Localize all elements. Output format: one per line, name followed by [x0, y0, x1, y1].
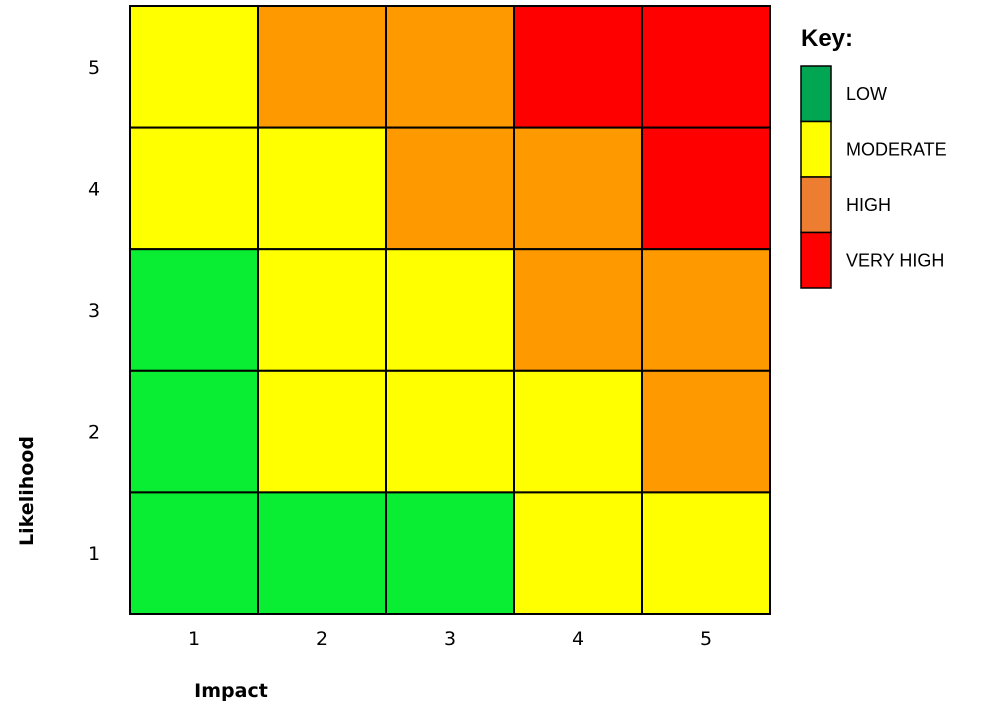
heatmap-cell-l2-i4 [513, 369, 643, 494]
legend-swatch [800, 65, 832, 123]
heatmap-cell-l4-i4 [513, 126, 643, 251]
legend: Key: LOW MODERATE HIGH VERY HIGH [800, 25, 947, 289]
legend-label: HIGH [846, 195, 891, 215]
x-axis-ticks: 1 2 3 4 5 [188, 628, 712, 650]
heatmap-cell-l3-i2 [257, 248, 387, 372]
heatmap-cell-l2-i3 [385, 369, 515, 494]
heatmap-cell-l1-i5 [641, 491, 771, 615]
heatmap-cell-l4-i3 [385, 126, 515, 251]
x-tick-label: 5 [700, 628, 712, 650]
y-tick-label: 4 [88, 178, 100, 200]
heatmap-cell-l3-i3 [385, 248, 515, 372]
heatmap-cell-l5-i1 [129, 5, 259, 129]
heatmap-cell-l3-i5 [641, 248, 771, 372]
heatmap-cell-l1-i4 [513, 491, 643, 615]
x-axis-title: Impact [194, 680, 268, 702]
legend-swatch [800, 120, 832, 178]
heatmap-cell-l5-i3 [385, 5, 515, 129]
x-tick-label: 2 [316, 628, 328, 650]
y-axis-ticks: 5 4 3 2 1 [88, 57, 100, 565]
legend-label: LOW [846, 84, 887, 104]
heatmap-cell-l4-i1 [129, 126, 259, 251]
legend-title: Key: [801, 25, 853, 52]
heatmap-cell-l5-i5 [641, 5, 771, 129]
legend-swatch [800, 176, 832, 234]
x-tick-label: 1 [188, 628, 200, 650]
y-tick-label: 1 [88, 543, 100, 565]
y-tick-label: 3 [88, 300, 100, 322]
heatmap-cell-l4-i5 [641, 126, 771, 251]
legend-items: LOW MODERATE HIGH VERY HIGH [800, 65, 947, 289]
y-axis-title: Likelihood [16, 436, 38, 546]
legend-swatch [800, 231, 832, 289]
heatmap-cell-l1-i1 [129, 491, 259, 615]
heatmap-cell-l1-i3 [385, 491, 515, 615]
heatmap-cell-l3-i1 [129, 248, 259, 372]
y-tick-label: 5 [88, 57, 100, 79]
heatmap-cell-l5-i2 [257, 5, 387, 129]
legend-label: MODERATE [846, 139, 947, 159]
heatmap-cell-l2-i2 [257, 369, 387, 494]
heatmap-cell-l2-i5 [641, 369, 771, 494]
heatmap-cell-l1-i2 [257, 491, 387, 615]
heatmap-cell-l4-i2 [257, 126, 387, 251]
heatmap-cell-l5-i4 [513, 5, 643, 129]
heatmap-cells [129, 5, 771, 615]
x-tick-label: 4 [572, 628, 584, 650]
x-tick-label: 3 [444, 628, 456, 650]
y-tick-label: 2 [88, 422, 100, 444]
heatmap-cell-l2-i1 [129, 369, 259, 494]
legend-label: VERY HIGH [846, 250, 944, 270]
heatmap-cell-l3-i4 [513, 248, 643, 372]
